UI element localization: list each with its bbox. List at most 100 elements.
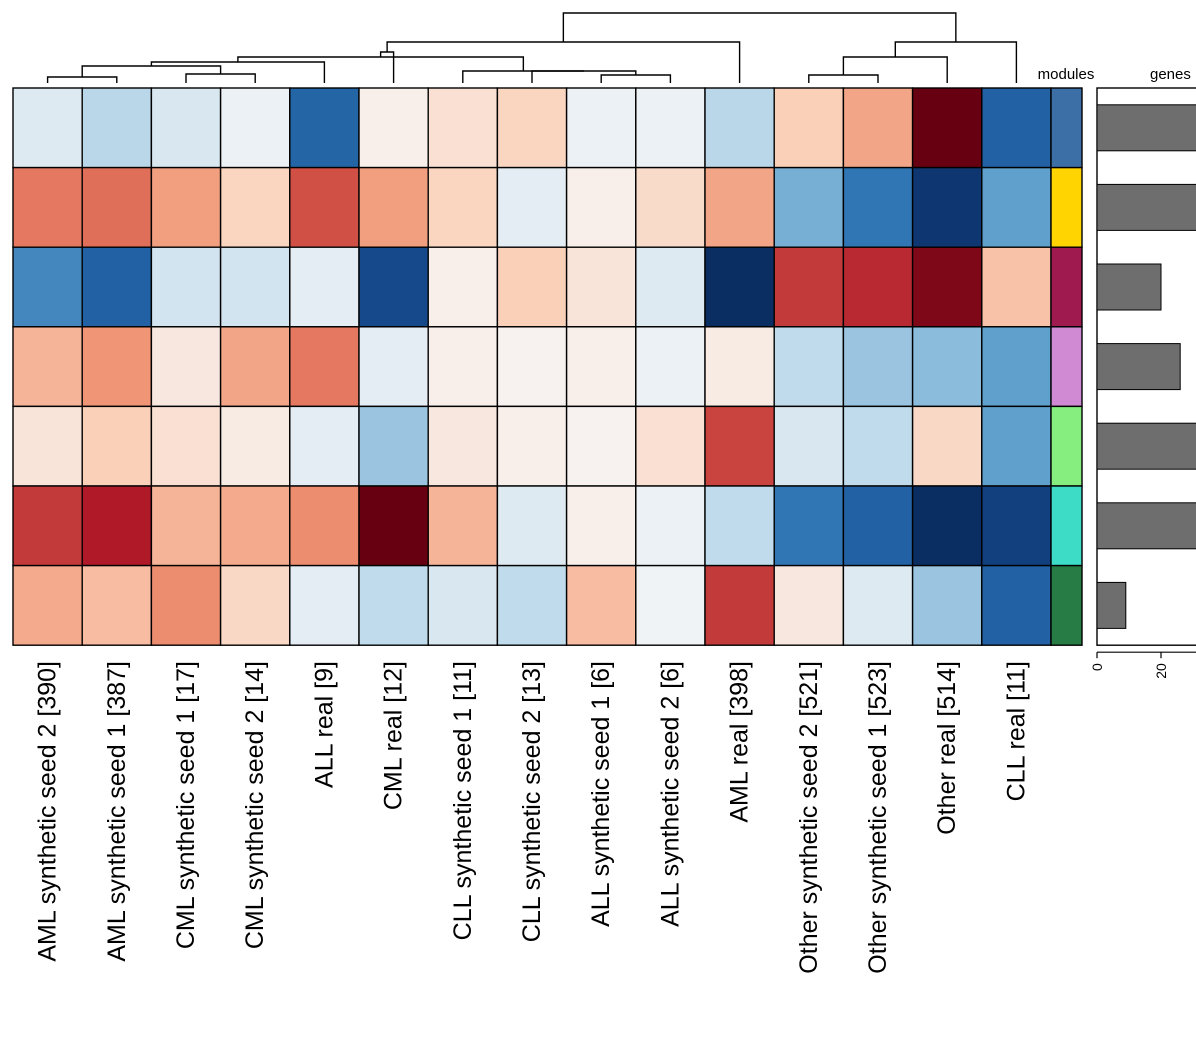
module-color-cell xyxy=(1050,564,1083,646)
dendrogram-branch xyxy=(46,76,118,83)
heatmap-cell xyxy=(842,326,914,408)
heatmap-cell xyxy=(842,405,914,487)
heatmap-cell xyxy=(289,485,360,567)
heatmap-cell xyxy=(427,564,499,646)
genes-bar xyxy=(1096,183,1196,231)
heatmap-cell xyxy=(565,87,637,169)
heatmap-cell xyxy=(150,87,222,169)
dendrogram-branch xyxy=(894,41,1018,83)
heatmap-cell xyxy=(773,166,845,248)
heatmap-cell xyxy=(981,564,1052,646)
module-color-cell xyxy=(1050,485,1083,567)
heatmap-cell xyxy=(12,166,83,248)
heatmap-cell xyxy=(704,87,775,169)
heatmap-cell xyxy=(842,87,914,169)
heatmap-cell xyxy=(565,405,637,487)
heatmap-cell xyxy=(635,485,706,567)
column-label: ALL synthetic seed 2 [6] xyxy=(656,661,684,927)
column-label: CLL synthetic seed 1 [11] xyxy=(449,661,477,940)
heatmap-cell xyxy=(427,485,499,567)
column-label: ALL synthetic seed 1 [6] xyxy=(587,661,615,927)
heatmap-cell xyxy=(704,166,775,248)
heatmap-cell xyxy=(81,87,153,169)
heatmap-cell xyxy=(635,246,706,328)
heatmap-cell xyxy=(704,326,775,408)
heatmap-cell xyxy=(773,564,845,646)
heatmap-cell xyxy=(496,166,568,248)
heatmap-cell xyxy=(12,564,83,646)
heatmap-cell xyxy=(496,326,568,408)
heatmap-cell xyxy=(289,405,360,487)
heatmap-cells xyxy=(12,87,1052,646)
heatmap-cell xyxy=(150,405,222,487)
heatmap-cell xyxy=(496,246,568,328)
genes-axis-tick-label: 0 xyxy=(1089,663,1105,671)
heatmap-cell xyxy=(911,166,983,248)
heatmap-cell xyxy=(358,87,429,169)
heatmap-cell xyxy=(12,485,83,567)
dendrogram-branch xyxy=(81,65,222,77)
heatmap-cell xyxy=(911,326,983,408)
heatmap-cell xyxy=(12,246,83,328)
heatmap-cell xyxy=(219,166,291,248)
heatmap-cell xyxy=(565,246,637,328)
heatmap-cell xyxy=(289,564,360,646)
heatmap-cell xyxy=(565,166,637,248)
heatmap-cell xyxy=(150,564,222,646)
column-label: AML synthetic seed 2 [390] xyxy=(34,661,62,962)
column-label: CLL synthetic seed 2 [13] xyxy=(518,661,546,942)
heatmap-cell xyxy=(842,564,914,646)
heatmap-cell xyxy=(150,246,222,328)
heatmap-cell xyxy=(981,166,1052,248)
heatmap-cell xyxy=(427,326,499,408)
heatmap-cell xyxy=(219,326,291,408)
column-label: Other real [514] xyxy=(933,661,961,835)
heatmap-cell xyxy=(981,326,1052,408)
genes-bar xyxy=(1096,581,1127,629)
heatmap-cell xyxy=(981,405,1052,487)
column-label: ALL real [9] xyxy=(310,661,338,788)
heatmap-cell xyxy=(81,166,153,248)
heatmap-cell xyxy=(289,166,360,248)
module-color-cell xyxy=(1050,87,1083,169)
genes-bar xyxy=(1096,502,1196,550)
heatmap-cell xyxy=(219,246,291,328)
genes-barplot: 02040 xyxy=(1089,87,1196,679)
heatmap-cell xyxy=(427,246,499,328)
column-label: CML synthetic seed 1 [17] xyxy=(172,661,200,949)
heatmap-cell xyxy=(427,405,499,487)
column-label: CLL real [11] xyxy=(1002,661,1030,801)
heatmap-cell xyxy=(773,246,845,328)
modules-legend-title: modules xyxy=(1038,66,1095,83)
column-label: Other synthetic seed 1 [523] xyxy=(864,661,892,974)
heatmap-cell xyxy=(12,326,83,408)
heatmap-cell xyxy=(704,485,775,567)
heatmap-cell xyxy=(496,87,568,169)
heatmap-cell xyxy=(358,485,429,567)
heatmap-cell xyxy=(911,405,983,487)
dendrogram-branch xyxy=(150,61,326,83)
heatmap-cell xyxy=(289,246,360,328)
heatmap-cell xyxy=(496,485,568,567)
heatmap-cell xyxy=(12,87,83,169)
heatmap-cell xyxy=(704,405,775,487)
heatmap-cell xyxy=(911,564,983,646)
column-dendrogram xyxy=(46,12,1018,83)
heatmap-cell xyxy=(496,405,568,487)
heatmap-cell xyxy=(565,485,637,567)
heatmap-cell xyxy=(565,564,637,646)
heatmap-cell xyxy=(12,405,83,487)
heatmap-cell xyxy=(81,564,153,646)
module-color-cell xyxy=(1050,326,1083,408)
heatmap-cell xyxy=(358,166,429,248)
column-label: Other synthetic seed 2 [521] xyxy=(795,661,823,974)
dendrogram-branch xyxy=(531,70,637,83)
heatmap-cell xyxy=(635,326,706,408)
heatmap-cell xyxy=(219,564,291,646)
heatmap-cell xyxy=(911,246,983,328)
heatmap-cell xyxy=(81,246,153,328)
heatmap-cell xyxy=(911,485,983,567)
column-label: CML synthetic seed 2 [14] xyxy=(241,661,269,949)
heatmap-cell xyxy=(773,485,845,567)
